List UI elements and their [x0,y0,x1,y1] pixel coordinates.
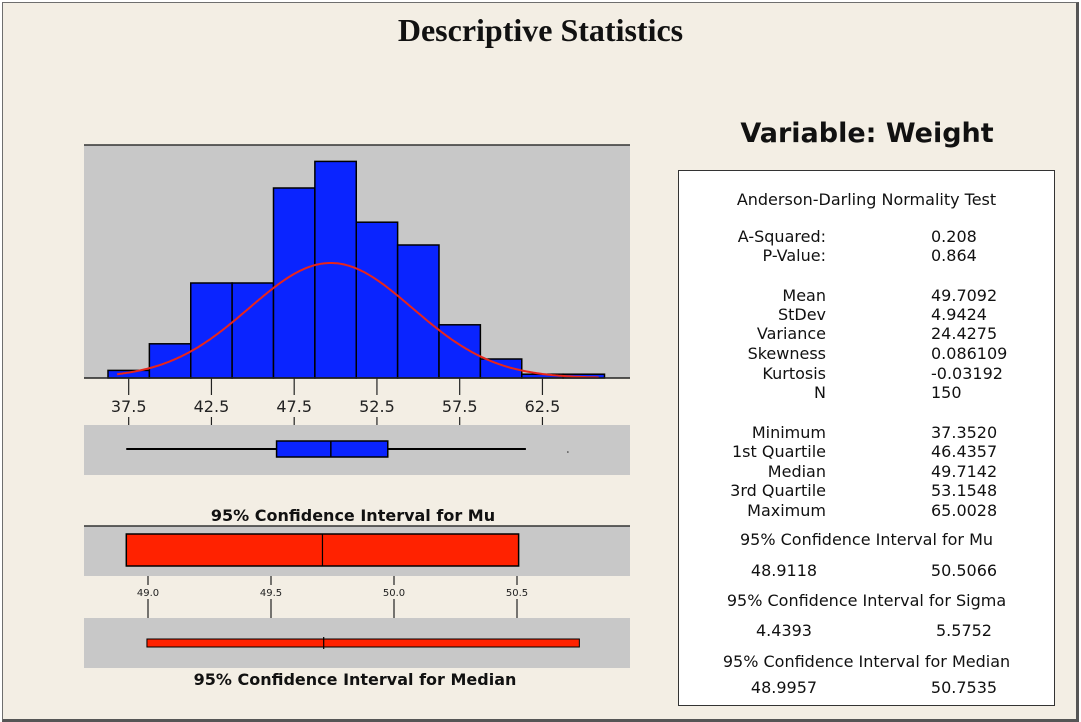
stat-value-variance: 24.4275 [931,324,998,343]
ci-sigma-low: 4.4393 [756,621,812,640]
ci-mu-title: 95% Confidence Interval for Mu [739,530,994,549]
stat-label-variance: Variance [756,324,826,343]
histogram-bar [107,369,151,379]
stat-value-p-value: 0.864 [931,246,977,265]
stat-label-a-squared: A-Squared: [737,227,826,246]
ci-mu-low: 48.9118 [750,561,818,580]
boxplot-outlier [567,451,569,453]
ci-tick-label: 49.0 [137,588,159,599]
variable-title: Variable: Weight [740,118,994,149]
stat-label-q1: 1st Quartile [732,442,826,461]
histogram-tick-label: 52.5 [359,397,395,416]
stat-value-maximum: 65.0028 [931,501,998,520]
stat-value-minimum: 37.3520 [931,423,998,442]
stat-label-kurtosis: Kurtosis [762,364,826,383]
histogram-bar [190,282,233,379]
ci-tick-label: 50.5 [506,588,528,599]
stat-value-median: 49.7142 [931,462,998,481]
histogram-tick-label: 62.5 [525,397,561,416]
stat-label-p-value: P-Value: [762,246,826,265]
stat-value-skewness: 0.086109 [931,344,1008,363]
stat-value-q1: 46.4357 [931,442,998,461]
stat-value-q3: 53.1548 [931,481,998,500]
histogram-tick-label: 42.5 [194,397,230,416]
histogram-bar [314,160,357,379]
stat-label-n: N [814,383,826,402]
histogram-x-ticks: 37.5 42.5 47.5 52.5 57.5 62.5 [111,378,560,427]
stat-value-kurtosis: -0.03192 [931,364,1003,383]
ci-x-ticks: 49.0 49.5 50.0 50.5 [137,576,528,618]
ci-median-low: 48.9957 [750,678,818,697]
histogram-tick-label: 47.5 [276,397,312,416]
stat-label-median: Median [767,462,826,481]
stat-value-a-squared: 0.208 [931,227,977,246]
histogram-bar [438,324,482,379]
stat-value-stdev: 4.9424 [931,305,987,324]
histogram-bar [231,282,275,379]
stat-label-skewness: Skewness [747,344,826,363]
ci-mu-label: 95% Confidence Interval for Mu [211,506,495,525]
ci-tick-label: 50.0 [383,588,405,599]
ci-sigma-high: 5.5752 [936,621,992,640]
ci-sigma-title: 95% Confidence Interval for Sigma [726,591,1007,610]
stat-label-stdev: StDev [777,305,826,324]
stat-label-maximum: Maximum [747,501,826,520]
ci-tick-label: 49.5 [260,588,282,599]
stat-value-n: 150 [931,383,962,402]
ci-median-interval [146,637,580,649]
histogram-bar [355,221,399,379]
stat-value-mean: 49.7092 [931,286,998,305]
normal-curve [116,262,599,379]
histogram-bars [107,160,606,379]
boxplot-box [275,440,389,458]
page-title: Descriptive Statistics [397,12,684,48]
stat-label-minimum: Minimum [751,423,826,442]
ci-median-label: 95% Confidence Interval for Median [194,670,517,689]
ad-test-title: Anderson-Darling Normality Test [736,190,997,209]
boxplot [126,440,569,458]
histogram-tick-label: 57.5 [442,397,478,416]
ci-mu-interval [125,533,520,567]
stat-label-mean: Mean [782,286,826,305]
ci-median-title: 95% Confidence Interval for Median [722,652,1011,671]
stat-label-q3: 3rd Quartile [730,481,826,500]
histogram-bar [396,244,440,379]
histogram-tick-label: 37.5 [111,397,147,416]
stats-panel: Anderson-Darling Normality Test A-Square… [678,170,1055,706]
ci-mu-high: 50.5066 [930,561,998,580]
ci-median-bar [146,638,580,648]
ci-median-high: 50.7535 [930,678,998,697]
